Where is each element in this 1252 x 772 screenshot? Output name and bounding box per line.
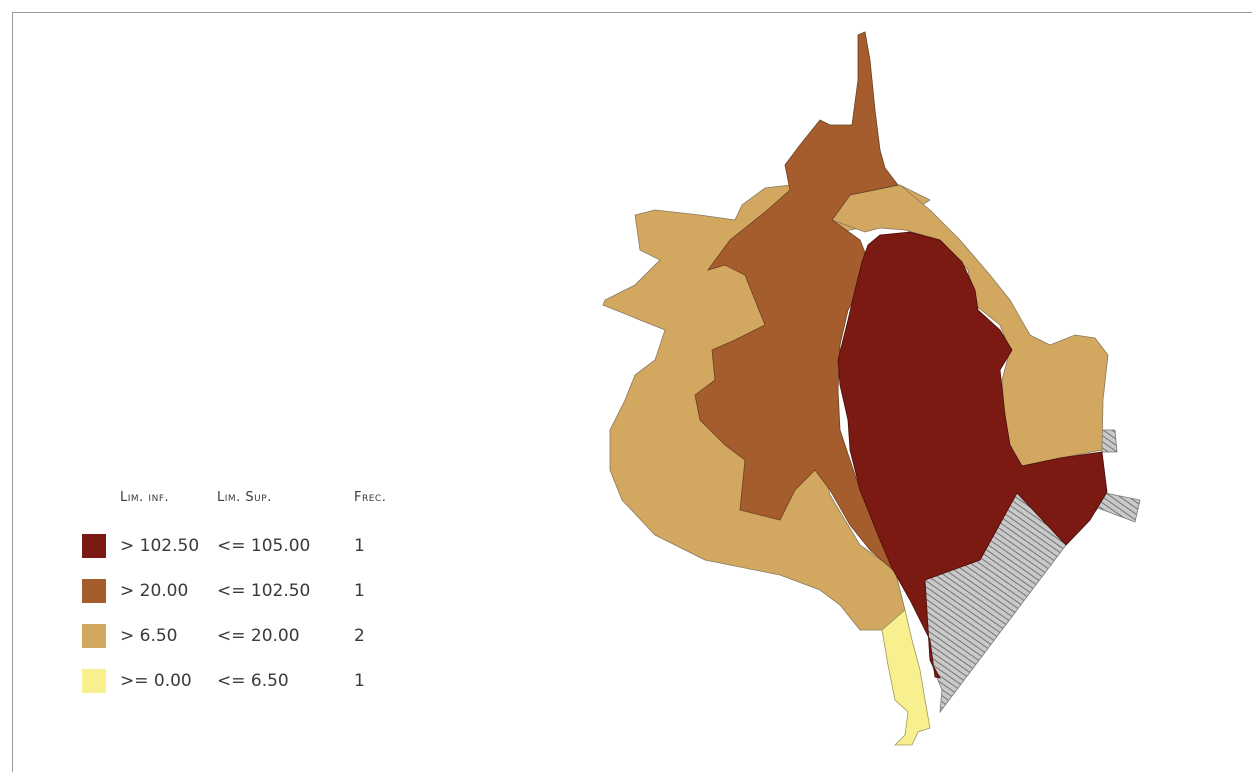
legend-swatch [82, 624, 106, 648]
legend-header-frec: Frec. [354, 490, 387, 505]
legend-lim-sup: <= 6.50 [217, 671, 289, 691]
legend-lim-sup: <= 20.00 [217, 626, 300, 646]
legend-row: > 102.50 <= 105.00 1 [82, 534, 412, 558]
legend: Lim. inf. Lim. Sup. Frec. > 102.50 <= 10… [82, 490, 412, 700]
legend-row: > 6.50 <= 20.00 2 [82, 624, 412, 648]
legend-frec: 2 [354, 626, 365, 646]
legend-row: >= 0.00 <= 6.50 1 [82, 669, 412, 693]
legend-swatch [82, 579, 106, 603]
legend-frec: 1 [354, 671, 365, 691]
region-central-west [694, 31, 899, 571]
legend-frec: 1 [354, 581, 365, 601]
map-frame [12, 12, 1252, 772]
legend-header-lim-inf: Lim. inf. [120, 490, 170, 505]
legend-lim-sup: <= 102.50 [217, 581, 311, 601]
region-central-east [837, 231, 1108, 679]
legend-lim-inf: > 6.50 [120, 626, 178, 646]
legend-lim-inf: > 20.00 [120, 581, 189, 601]
region-south [881, 609, 931, 746]
legend-row: > 20.00 <= 102.50 1 [82, 579, 412, 603]
legend-lim-inf: >= 0.00 [120, 671, 192, 691]
legend-lim-inf: > 102.50 [120, 536, 200, 556]
legend-swatch [82, 669, 106, 693]
legend-swatch [82, 534, 106, 558]
legend-frec: 1 [354, 536, 365, 556]
legend-lim-sup: <= 105.00 [217, 536, 311, 556]
legend-header-lim-sup: Lim. Sup. [217, 490, 272, 505]
